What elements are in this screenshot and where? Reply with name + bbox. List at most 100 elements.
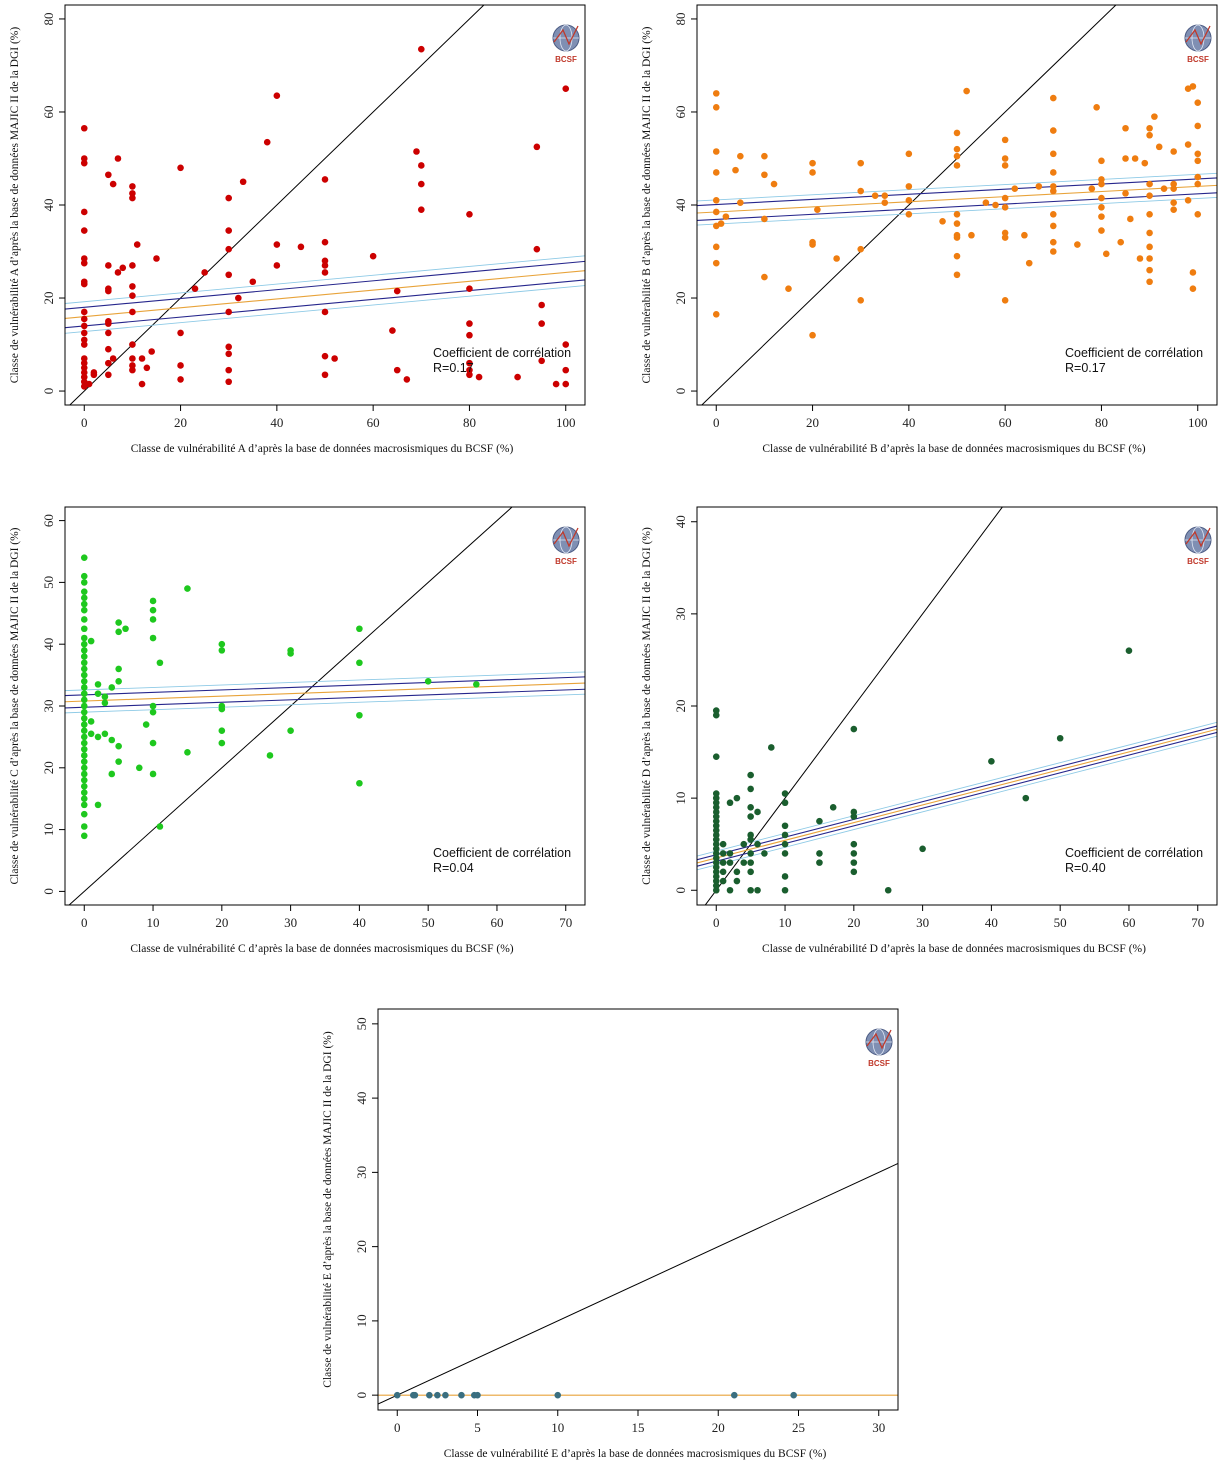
data-point [781, 799, 789, 807]
seismic-wave-icon [1185, 527, 1211, 548]
y-tick-label: 0 [673, 887, 688, 894]
y-tick-label: 60 [41, 514, 56, 527]
y-axis-label: Classe de vulnérabilité D d’après la bas… [641, 527, 653, 885]
data-point [266, 752, 274, 759]
data-point [1189, 285, 1197, 293]
data-point [747, 850, 754, 857]
data-point [218, 640, 226, 648]
data-point [80, 721, 88, 728]
data-point [850, 868, 858, 876]
data-point [1098, 204, 1105, 211]
data-point [1155, 143, 1163, 151]
bcsf-logo: BCSF [865, 1028, 893, 1068]
data-point [1170, 148, 1177, 155]
data-point [1194, 99, 1202, 106]
data-point [114, 155, 122, 162]
data-point [80, 625, 88, 633]
data-point [833, 255, 840, 262]
data-point [712, 794, 720, 802]
data-point [857, 245, 865, 253]
x-tick-label: 20 [174, 415, 187, 430]
data-point [133, 241, 141, 248]
data-point [149, 634, 157, 642]
seismic-wave-icon [1185, 25, 1211, 46]
data-point [712, 850, 720, 857]
confidence-band-upper [697, 177, 1217, 207]
data-point [814, 206, 821, 213]
data-point [1011, 185, 1019, 193]
data-point [80, 579, 88, 586]
data-point [850, 850, 858, 857]
data-point [1194, 211, 1202, 218]
data-point [514, 373, 521, 381]
data-point [717, 220, 725, 227]
data-point [80, 600, 88, 608]
data-point [149, 616, 157, 623]
data-point [712, 877, 720, 885]
data-point [1146, 131, 1153, 139]
x-tick-label: 0 [394, 1420, 401, 1435]
data-point [1146, 192, 1153, 199]
data-point [747, 868, 754, 876]
data-point [953, 252, 961, 260]
data-point [781, 840, 789, 848]
y-tick-label: 0 [41, 888, 56, 895]
data-point [1194, 180, 1202, 188]
data-point [809, 159, 816, 167]
data-point [1170, 185, 1177, 193]
data-point [105, 287, 112, 295]
data-point [109, 355, 117, 362]
data-point [105, 262, 112, 269]
y-tick-label: 60 [41, 105, 56, 118]
data-point [417, 180, 425, 188]
data-point [149, 597, 157, 605]
data-point [218, 705, 226, 713]
data-point [1049, 183, 1057, 190]
data-point [129, 283, 136, 290]
data-point [712, 854, 720, 862]
seismic-wave-icon [553, 25, 579, 46]
x-tick-label: 20 [847, 915, 860, 930]
data-point [389, 327, 396, 334]
data-point [80, 715, 88, 722]
data-point [201, 269, 208, 276]
data-point [80, 355, 88, 362]
data-point [466, 359, 473, 367]
data-point [963, 87, 970, 95]
data-point [80, 758, 88, 765]
data-point [712, 817, 720, 825]
x-tick-label: 80 [1095, 415, 1108, 430]
data-point [850, 725, 858, 733]
data-point [712, 859, 720, 866]
data-point [850, 840, 858, 848]
x-axis-label: Classe de vulnérabilité E d’après la bas… [444, 1448, 827, 1460]
data-point [321, 269, 329, 276]
data-point [1001, 155, 1009, 162]
data-point [424, 677, 432, 685]
data-point [719, 840, 727, 848]
data-point [80, 159, 88, 167]
x-tick-label: 30 [284, 915, 297, 930]
data-point [781, 790, 789, 797]
data-point [1035, 183, 1043, 190]
data-point [733, 877, 741, 885]
data-point [80, 702, 88, 710]
data-point [225, 194, 233, 202]
data-point [80, 801, 88, 809]
data-point [988, 757, 995, 765]
data-point [712, 808, 720, 816]
data-point [105, 329, 112, 337]
data-point [1001, 204, 1009, 211]
seismic-wave-icon [553, 527, 579, 548]
seismic-wave-icon [866, 1029, 892, 1050]
data-point [80, 653, 88, 660]
identity-line [704, 507, 1004, 905]
data-point [475, 373, 483, 381]
data-point [115, 677, 122, 685]
data-point [331, 355, 338, 362]
y-tick-label: 50 [354, 1017, 369, 1030]
data-point [1098, 194, 1105, 202]
data-point [1088, 185, 1096, 193]
data-point [939, 217, 946, 225]
x-tick-label: 60 [490, 915, 503, 930]
